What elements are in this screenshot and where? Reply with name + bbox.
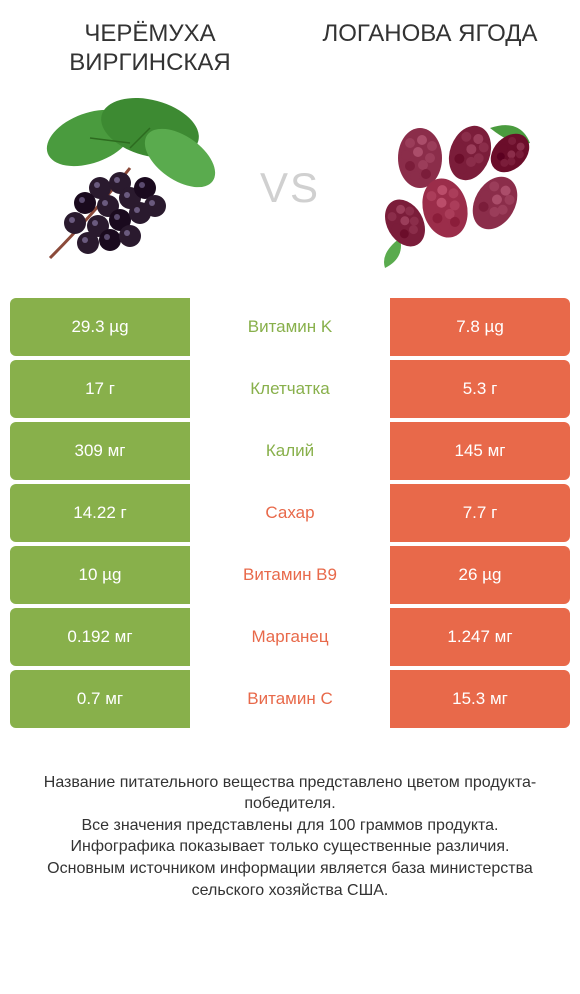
table-row: 17 гКлетчатка5.3 г [10,360,570,418]
table-row: 29.3 µgВитамин K7.8 µg [10,298,570,356]
cell-right-value: 7.7 г [390,484,570,542]
cell-left-value: 29.3 µg [10,298,190,356]
footer-line-3: Инфографика показывает только существенн… [30,836,550,858]
cell-left-value: 14.22 г [10,484,190,542]
cell-nutrient-label: Витамин K [190,298,390,356]
cell-left-value: 17 г [10,360,190,418]
images-row: VS [0,88,580,298]
chokecherry-image [30,98,230,278]
cell-right-value: 15.3 мг [390,670,570,728]
cell-nutrient-label: Клетчатка [190,360,390,418]
cell-right-value: 26 µg [390,546,570,604]
footer-notes: Название питательного вещества представл… [0,732,580,902]
header: ЧЕРЁМУХА ВИРГИНСКАЯ ЛОГАНОВА ЯГОДА [0,0,580,88]
cell-nutrient-label: Витамин B9 [190,546,390,604]
footer-line-2: Все значения представлены для 100 граммо… [30,815,550,837]
cell-nutrient-label: Витамин C [190,670,390,728]
vs-label: VS [260,164,320,212]
cell-right-value: 145 мг [390,422,570,480]
cell-left-value: 309 мг [10,422,190,480]
comparison-table: 29.3 µgВитамин K7.8 µg17 гКлетчатка5.3 г… [10,298,570,728]
cell-left-value: 10 µg [10,546,190,604]
loganberry-image [350,98,550,278]
table-row: 14.22 гСахар7.7 г [10,484,570,542]
cell-right-value: 1.247 мг [390,608,570,666]
title-left: ЧЕРЁМУХА ВИРГИНСКАЯ [30,20,270,78]
table-row: 309 мгКалий145 мг [10,422,570,480]
cell-nutrient-label: Сахар [190,484,390,542]
table-row: 10 µgВитамин B926 µg [10,546,570,604]
cell-left-value: 0.192 мг [10,608,190,666]
footer-line-4: Основным источником информации является … [30,858,550,901]
cell-nutrient-label: Марганец [190,608,390,666]
title-right: ЛОГАНОВА ЯГОДА [310,20,550,78]
table-row: 0.7 мгВитамин C15.3 мг [10,670,570,728]
cell-right-value: 5.3 г [390,360,570,418]
cell-right-value: 7.8 µg [390,298,570,356]
cell-left-value: 0.7 мг [10,670,190,728]
footer-line-1: Название питательного вещества представл… [30,772,550,815]
cell-nutrient-label: Калий [190,422,390,480]
table-row: 0.192 мгМарганец1.247 мг [10,608,570,666]
